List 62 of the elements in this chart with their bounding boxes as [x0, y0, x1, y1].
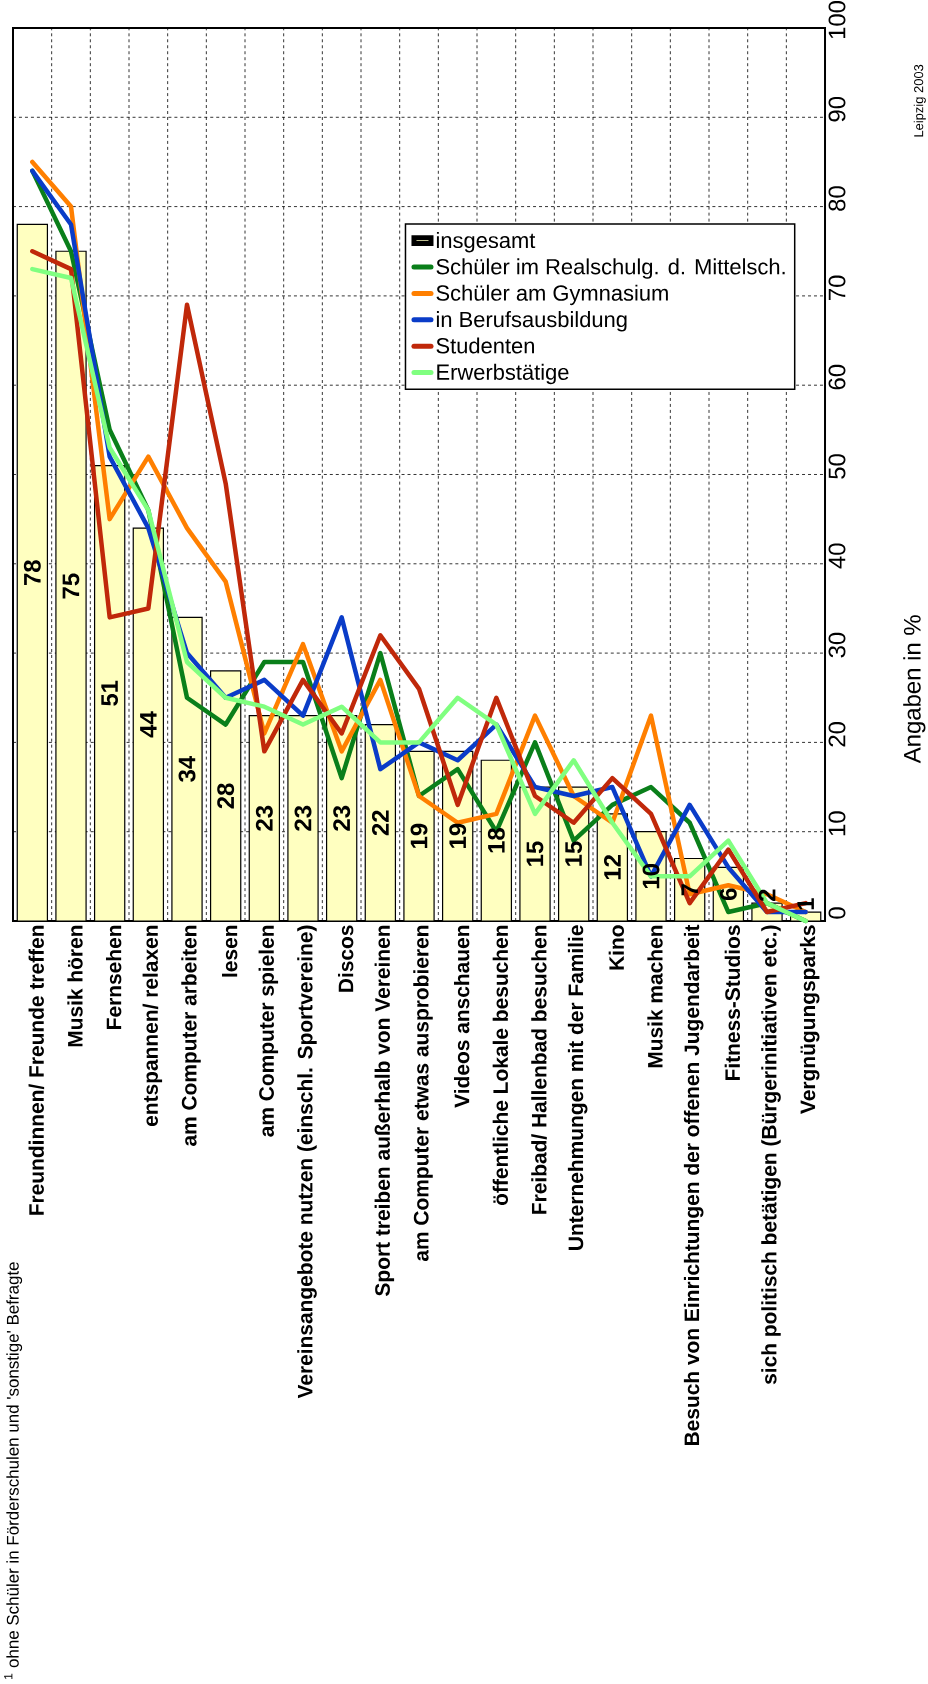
- x-tick-label: Discos: [337, 925, 354, 992]
- x-tick-label: Freibad/ Hallenbad besuchen: [531, 925, 547, 1214]
- x-tick-label: Videos anschauen: [453, 925, 470, 1108]
- x-tick-label: Kino: [608, 925, 625, 970]
- data-label: 34: [178, 756, 196, 782]
- x-tick-label: Unternehmungen mit der Familie: [567, 925, 588, 1250]
- data-label: 51: [101, 680, 119, 706]
- data-label: 28: [217, 783, 235, 809]
- data-label: 10: [642, 864, 660, 889]
- x-tick-label: am Computer arbeiten: [181, 925, 201, 1146]
- legend-label: Schüler im Realschulg. d. Mittelsch.: [436, 258, 785, 279]
- x-tick-label: Vereinsangebote nutzen (einschl. Sportvereine): [297, 925, 317, 1399]
- x-tick-label: sich politisch betätigen (Bürgerinitiativen etc.): [761, 925, 781, 1385]
- legend-label: Erwerbstätige: [437, 363, 569, 385]
- x-tick-label: am Computer etwas ausprobieren: [413, 925, 433, 1262]
- data-label: 15: [565, 841, 583, 866]
- y-axis-title: Angaben in %: [903, 615, 926, 764]
- data-label: 1: [797, 898, 814, 910]
- data-label: 7: [681, 884, 698, 896]
- data-label: 6: [719, 888, 737, 900]
- y-tick-label: 0: [828, 907, 846, 919]
- legend-label: in Berufsausbildung: [436, 311, 627, 332]
- x-tick-label: Vergnügungsparks: [799, 925, 820, 1114]
- y-tick-label: 90: [828, 96, 846, 122]
- data-label: 22: [372, 810, 389, 836]
- y-tick-label: 80: [828, 186, 846, 211]
- data-label: 78: [23, 560, 41, 585]
- data-label: 23: [333, 805, 351, 831]
- y-tick-label: 60: [828, 364, 846, 390]
- y-tick-label: 20: [828, 722, 846, 747]
- x-tick-label: Musik hören: [67, 925, 83, 1047]
- y-tick-label: 10: [828, 811, 846, 836]
- data-label: 23: [294, 805, 312, 831]
- x-tick-label: Musik machen: [647, 925, 663, 1068]
- x-tick-label: Fitness-Studios: [724, 925, 741, 1081]
- x-tick-label: Fernsehen: [105, 925, 122, 1029]
- text: $^{1}$ ohne Schüler in Förderschulen und 'sonstige' Befragte: [4, 1262, 23, 1679]
- data-label: 44: [140, 711, 157, 738]
- data-label: 23: [255, 805, 273, 831]
- y-tick-label: 70: [828, 275, 846, 300]
- y-tick-label: 30: [828, 632, 846, 658]
- x-tick-label: Freundinnen/ Freunde treffen: [28, 925, 45, 1215]
- x-tick-label: Besuch von Einrichtungen der offenen Jugendarbeit: [683, 924, 704, 1446]
- x-tick-label: am Computer spielen: [258, 925, 279, 1137]
- data-label: 2: [758, 889, 776, 902]
- legend-label: insgesamt: [436, 232, 536, 253]
- y-tick-label: 40: [828, 543, 846, 569]
- x-tick-label: Sport treiben außerhalb von Vereinen: [374, 925, 395, 1296]
- y-tick-label: 50: [828, 454, 846, 479]
- data-label: 75: [62, 573, 80, 599]
- data-label: 19: [449, 823, 467, 848]
- data-label: 12: [604, 855, 621, 880]
- legend-label: Schüler am Gymnasium: [436, 284, 668, 306]
- text: Leipzig 2003: [913, 64, 926, 137]
- legend-label: Studenten: [436, 337, 534, 354]
- data-label: 19: [410, 823, 428, 848]
- x-tick-label: lesen: [221, 925, 238, 977]
- x-tick-label: öffentliche Lokale besuchen: [492, 925, 509, 1206]
- data-label: 18: [487, 828, 505, 853]
- data-label: 15: [526, 841, 544, 866]
- x-tick-label: entspannen/ relaxen: [142, 925, 163, 1127]
- y-tick-label: 100: [828, 0, 846, 39]
